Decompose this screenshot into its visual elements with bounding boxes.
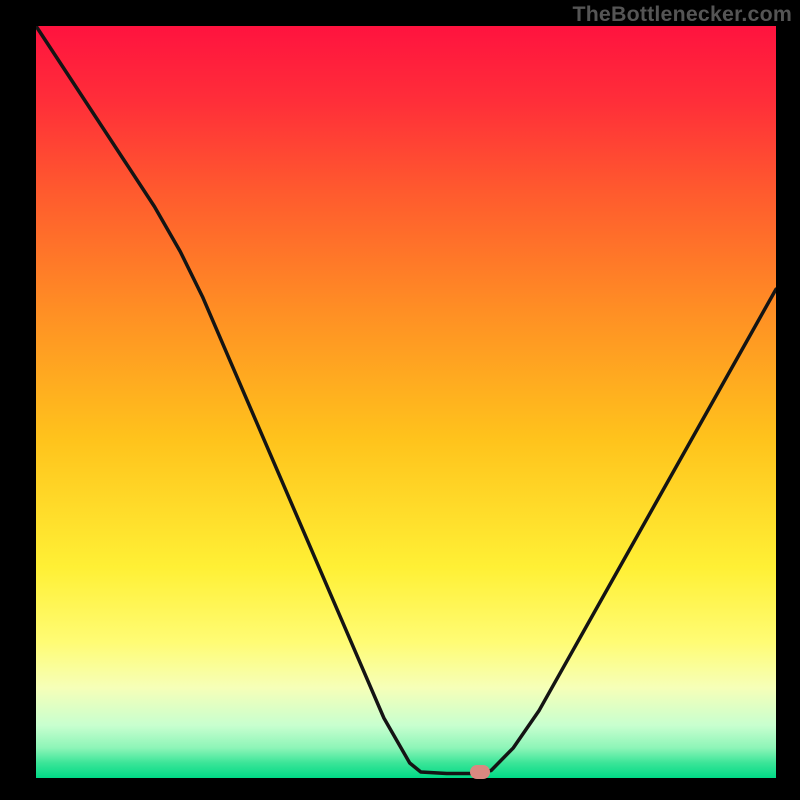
bottleneck-curve xyxy=(36,26,776,778)
curve-path xyxy=(36,26,776,773)
watermark-text: TheBottlenecker.com xyxy=(572,2,792,27)
plot-area xyxy=(36,26,776,778)
optimal-marker xyxy=(470,765,490,779)
chart-frame: TheBottlenecker.com xyxy=(0,0,800,800)
